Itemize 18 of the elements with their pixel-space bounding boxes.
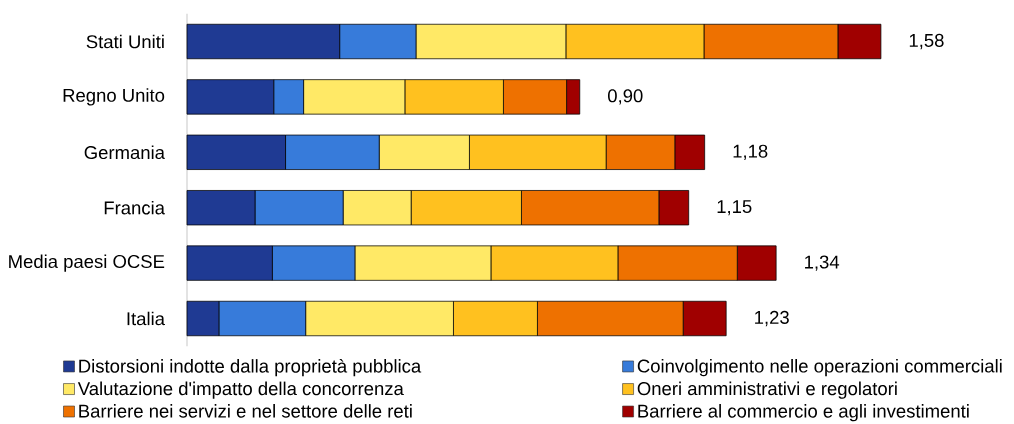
annotation: 0,90	[607, 89, 643, 105]
legend-label: Distorsioni indotte dalla proprietà pubblica	[79, 358, 422, 377]
y-tick-label: Regno Unito	[63, 88, 165, 106]
y-tick-label: Francia	[104, 200, 165, 215]
legend-label: Barriere al commercio e agli investimenti	[638, 404, 969, 422]
y-tick-label: Italia	[127, 311, 165, 326]
y-tick-label: Stati Uniti	[86, 34, 164, 49]
annotation: 1,34	[805, 255, 840, 271]
legend-label: Valutazione d'impatto della concorrenza	[77, 381, 404, 399]
annotation: 1,58	[909, 33, 944, 50]
y-tick-label: Media paesi OCSE	[9, 254, 165, 272]
annotation: 1,18	[733, 144, 768, 160]
y-tick-label: Germania	[84, 145, 165, 160]
annotation: 1,23	[755, 310, 789, 327]
legend-label: Coinvolgimento nelle operazioni commerciali	[637, 359, 1002, 377]
legend-label: Barriere nei servizi e nel settore delle reti	[79, 404, 412, 418]
annotation: 1,15	[717, 200, 752, 216]
legend-label: Oneri amministrativi e regolatori	[637, 381, 897, 399]
